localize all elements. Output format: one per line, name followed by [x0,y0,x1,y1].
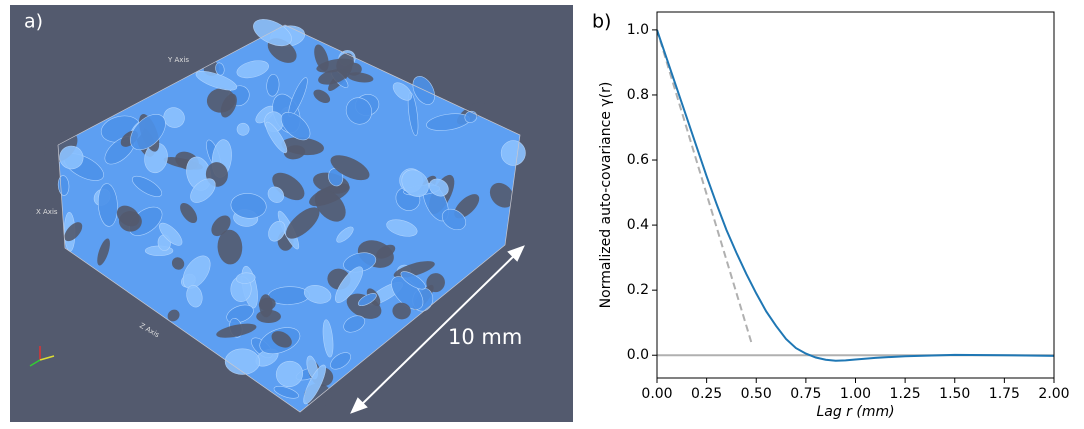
y-tick-label: 0.0 [627,347,649,363]
pore [313,89,331,103]
pore [318,69,348,85]
y-tick-label: 0.6 [627,152,649,168]
grain [275,360,304,388]
axis-name: Y Axis [167,56,189,64]
grain [266,74,280,97]
pore [97,238,110,266]
grain [392,82,412,101]
x-tick-label: 1.75 [989,386,1020,402]
axis-name: X Axis [36,208,58,216]
grain [235,272,256,284]
line [656,29,1055,362]
grain [280,112,311,141]
x-axis-label: Lag r (mm) [816,404,894,420]
x-tick-label: 1.50 [939,386,970,402]
grain [345,97,373,125]
grain [303,364,326,405]
bounding-box [57,24,521,413]
grain [163,107,185,128]
grain [236,60,269,79]
grain [322,319,334,358]
grain [130,114,166,151]
grain [336,226,354,243]
pores [44,19,526,408]
grain [330,352,351,370]
pore [167,309,180,322]
grain [265,121,288,154]
pore [116,205,140,227]
pore [271,331,292,348]
grain [267,186,284,203]
grain [268,220,286,242]
grain [253,19,292,47]
grain [401,169,429,197]
y-tick-label: 0.8 [627,87,649,103]
y-tick-label: 0.4 [627,217,649,233]
grain [59,145,84,170]
x-tick-label: 0.00 [641,386,672,402]
grain [131,175,163,197]
pore [272,172,305,201]
grain [428,178,449,197]
grain [224,348,261,375]
grain [215,62,225,76]
grain [400,271,426,290]
grain [335,266,364,303]
y-tick-label: 1.0 [627,22,649,38]
chart: b) 0.00 0.25 0.50 0.75 1.00 1.25 1.50 1.75 2.00 0… [592,11,1070,421]
grain [303,285,332,304]
x-tick-label: 0.25 [691,386,722,402]
pore [346,62,362,76]
x-tick-label: 0.50 [741,386,772,402]
pore [216,323,257,338]
plot-frame [656,11,1055,379]
pore [259,294,273,318]
pore [376,244,396,259]
scale-arrow [350,245,525,414]
x-tick-label: 0.75 [790,386,821,402]
x-tick-label: 1.00 [840,386,871,402]
grain [441,208,467,231]
line [656,29,754,346]
pore [330,155,370,181]
pore [454,194,480,219]
grain [500,140,526,166]
y-axis-label: Normalized auto-covariance γ(r) [598,82,614,309]
pore [285,207,320,239]
grain [343,315,366,333]
pore [283,145,306,160]
grain [464,110,478,123]
pore [314,189,346,222]
pore [171,257,185,270]
grain [182,255,211,289]
grain [159,222,183,246]
grain [412,76,435,105]
grain [328,168,344,187]
pore [217,229,243,265]
y-tick-label: 0.2 [627,282,649,298]
x-tick-label: 2.00 [1038,386,1069,402]
pore [316,58,355,73]
grain [190,178,216,203]
render-panel: Y Axis Z Axis X Axis 10 mm a) [10,5,573,422]
pore [489,182,514,208]
panel-label: b) [592,11,611,33]
orientation-triad [29,346,55,367]
pore [64,222,83,242]
grain [97,183,118,227]
scale-label: 10 mm [448,325,522,349]
pore [180,202,198,224]
grain [230,193,267,219]
grain [236,122,250,136]
pore [220,93,237,118]
pore [392,302,411,320]
pore [426,273,445,293]
grain [357,293,377,307]
grain [186,285,203,308]
grain [386,219,418,237]
panel-label: a) [24,11,43,33]
grain [273,386,299,399]
x-tick-label: 1.25 [890,386,921,402]
